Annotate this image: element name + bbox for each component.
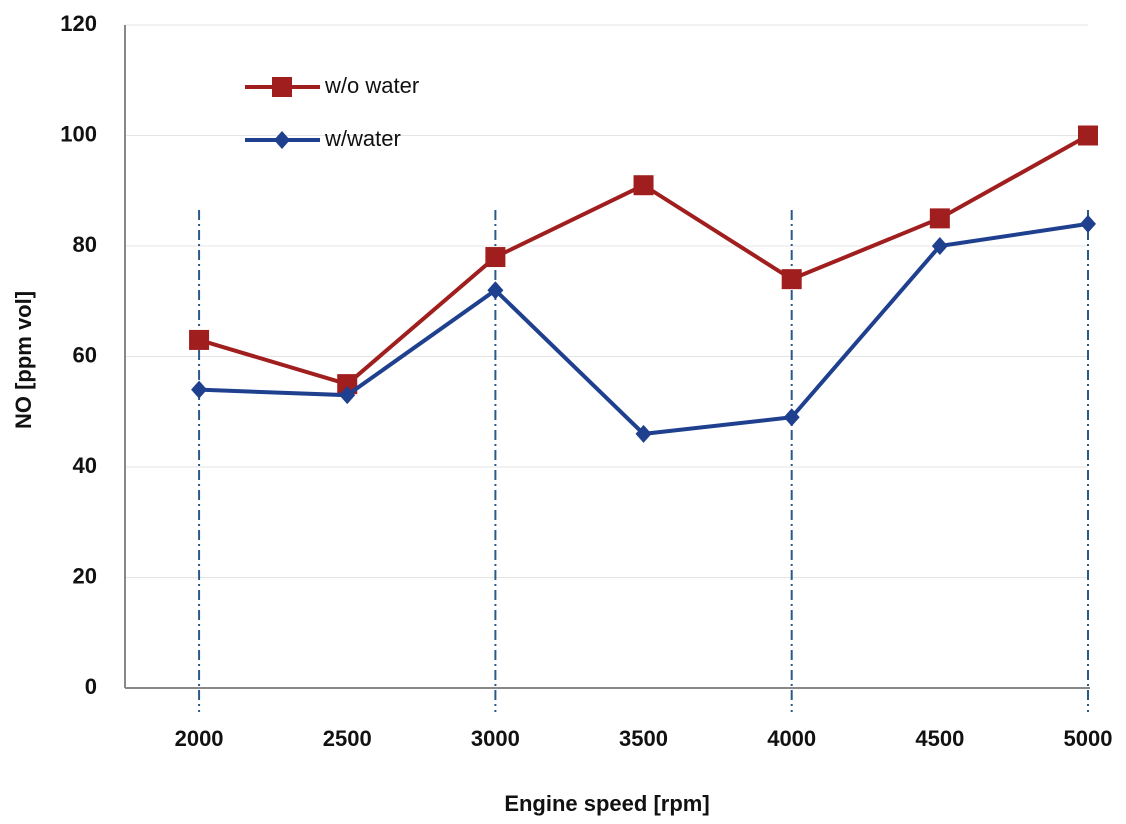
marker <box>1078 125 1098 146</box>
series-line <box>199 221 1089 436</box>
marker <box>929 208 950 229</box>
x-axis-title: Engine speed [rpm] <box>504 791 709 816</box>
x-tick-label: 4000 <box>767 726 816 751</box>
legend-label: w/water <box>324 126 401 151</box>
y-tick-label: 40 <box>73 453 97 478</box>
y-tick-label: 0 <box>85 674 97 699</box>
marker <box>485 247 506 268</box>
series-line <box>198 133 1089 387</box>
x-tick-label: 3000 <box>471 726 520 751</box>
marker <box>1080 214 1096 233</box>
marker <box>635 424 652 443</box>
y-tick-label: 20 <box>73 563 97 588</box>
x-tick-label: 2000 <box>175 726 224 751</box>
x-tick-label: 2500 <box>323 726 372 751</box>
x-tick-label: 3500 <box>619 726 668 751</box>
marker <box>191 380 208 399</box>
marker <box>633 175 654 196</box>
x-tick-label: 5000 <box>1064 726 1113 751</box>
y-tick-label: 80 <box>73 232 97 257</box>
marker <box>189 329 210 350</box>
legend-marker <box>274 131 290 149</box>
marker <box>487 281 504 300</box>
marker <box>931 237 948 255</box>
marker <box>781 269 802 290</box>
y-tick-label: 100 <box>60 121 97 146</box>
marker <box>783 408 800 427</box>
marker <box>337 374 358 395</box>
legend-label: w/o water <box>324 73 419 98</box>
y-axis-title: NO [ppm vol] <box>11 291 36 429</box>
marker <box>339 386 356 405</box>
legend-marker <box>272 77 292 97</box>
x-tick-label: 4500 <box>915 726 964 751</box>
y-tick-label: 120 <box>60 11 97 36</box>
y-tick-label: 60 <box>73 342 97 367</box>
